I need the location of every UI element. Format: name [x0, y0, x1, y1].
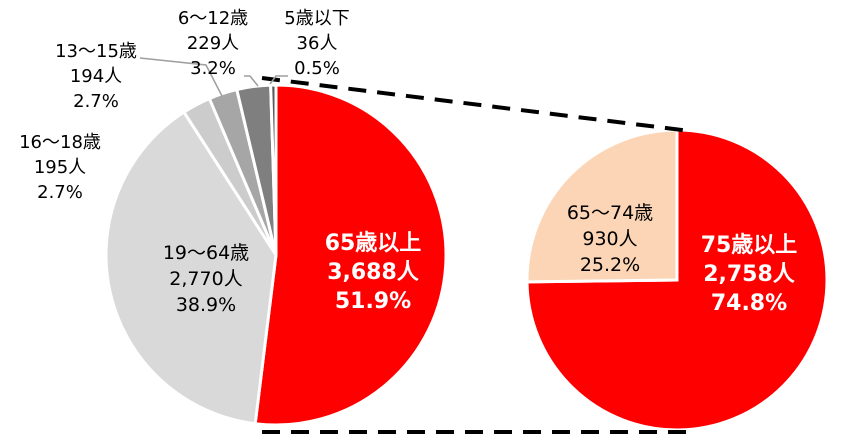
slice-label-65-74-label: 65〜74歳	[567, 202, 653, 224]
slice-label-16-18-count: 195人	[34, 157, 86, 178]
slice-label-13-15: 13〜15歳 194人 2.7%	[55, 41, 137, 112]
slice-label-65-plus: 65歳以上 3,688人 51.9%	[325, 231, 422, 314]
slice-label-5-and-under: 5歳以下 36人 0.5%	[284, 8, 349, 79]
slice-label-75-plus: 75歳以上 2,758人 74.8%	[701, 233, 798, 316]
slice-label-75-plus-label: 75歳以上	[701, 233, 798, 258]
slice-label-65-plus-count: 3,688人	[327, 260, 419, 285]
sub-pie-slice-0	[525, 128, 829, 432]
leader-line-5-and-under	[269, 75, 288, 85]
connector-line-top	[261, 76, 691, 133]
slice-label-65-74: 65〜74歳 930人 25.2%	[567, 202, 653, 276]
slice-label-65-plus-label: 65歳以上	[325, 231, 422, 256]
slice-label-13-15-percent: 2.7%	[73, 91, 119, 112]
slice-label-5-and-under-count: 36人	[297, 33, 338, 54]
slice-label-6-12-count: 229人	[187, 33, 239, 54]
slice-label-6-12: 6〜12歳 229人 3.2%	[178, 8, 248, 79]
slice-label-13-15-label: 13〜15歳	[55, 41, 137, 62]
slice-label-5-and-under-percent: 0.5%	[294, 58, 340, 79]
slice-label-16-18-label: 16〜18歳	[19, 132, 101, 153]
slice-label-19-64-count: 2,770人	[169, 268, 242, 290]
main-pie-slice-5	[269, 83, 278, 256]
slice-label-75-plus-percent: 74.8%	[711, 291, 787, 316]
leader-line-13-15	[139, 57, 223, 97]
sub-pie-slice-1	[525, 128, 679, 284]
slice-label-5-and-under-label: 5歳以下	[284, 8, 349, 29]
slice-label-19-64-label: 19〜64歳	[163, 242, 249, 264]
slice-label-16-18-percent: 2.7%	[37, 182, 83, 203]
leader-line-6-12	[244, 75, 259, 87]
slice-label-75-plus-count: 2,758人	[703, 262, 795, 287]
slice-label-6-12-percent: 3.2%	[190, 58, 236, 79]
slice-label-65-plus-percent: 51.9%	[335, 289, 411, 314]
slice-label-13-15-count: 194人	[70, 66, 122, 87]
slice-label-65-74-count: 930人	[582, 228, 637, 250]
slice-label-6-12-label: 6〜12歳	[178, 8, 248, 29]
slice-label-16-18: 16〜18歳 195人 2.7%	[19, 132, 101, 203]
slice-label-65-74-percent: 25.2%	[580, 254, 640, 276]
main-pie-slice-0	[253, 83, 448, 427]
slice-label-19-64: 19〜64歳 2,770人 38.9%	[163, 242, 249, 316]
slice-label-19-64-percent: 38.9%	[176, 294, 236, 316]
